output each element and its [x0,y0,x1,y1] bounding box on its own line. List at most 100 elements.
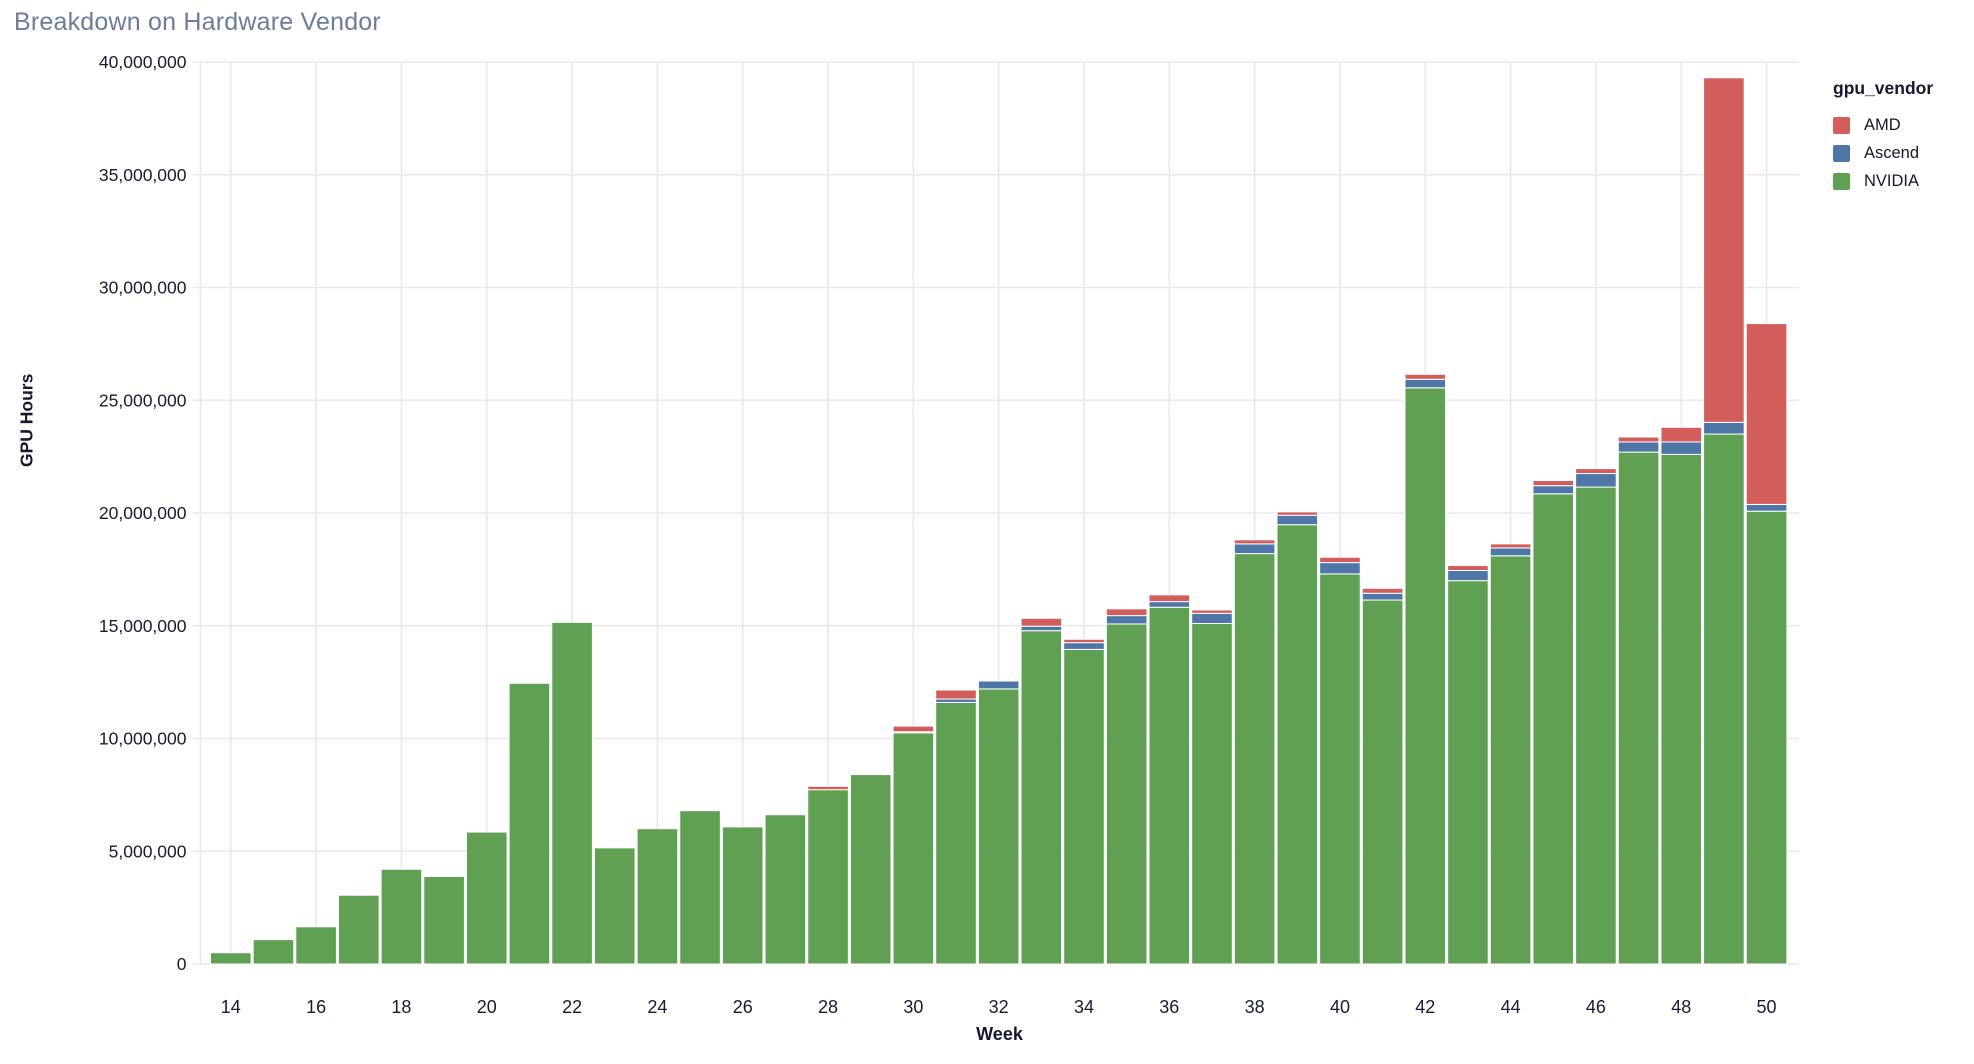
legend-swatch-nvidia [1833,173,1850,190]
x-tick-label: 16 [306,997,326,1017]
x-tick-label: 20 [477,997,497,1017]
bar-segment-ascend-week-37 [1191,612,1233,624]
bar-segment-ascend-week-40 [1319,562,1361,575]
x-tick-label: 44 [1501,997,1521,1017]
bar-segment-ascend-week-46 [1575,473,1617,488]
bar-segment-amd-week-31 [935,689,977,700]
chart-title: Breakdown on Hardware Vendor [14,8,381,36]
legend-item-nvidia[interactable]: NVIDIA [1833,172,1963,191]
bar-segment-nvidia-week-22 [551,621,593,965]
x-tick-label: 22 [562,997,582,1017]
bar-segment-ascend-week-31 [935,698,977,703]
bar-segment-ascend-week-41 [1361,592,1404,601]
y-tick-label: 0 [177,954,187,974]
bar-segment-nvidia-week-16 [295,926,337,965]
x-tick-label: 38 [1245,997,1265,1017]
bar-segment-ascend-week-43 [1447,570,1489,582]
bar-segment-nvidia-week-26 [721,826,764,965]
y-tick-label: 20,000,000 [99,503,187,523]
bar-segment-amd-week-41 [1361,587,1404,594]
legend-swatch-amd [1833,117,1850,134]
bar-segment-amd-week-36 [1148,594,1191,603]
bar-segment-nvidia-week-43 [1447,580,1489,965]
legend-title: gpu_vendor [1833,78,1934,98]
legend: gpu_vendor AMD Ascend NVIDIA [1833,78,1963,200]
bar-segment-nvidia-week-33 [1020,630,1063,965]
bar-segment-nvidia-week-34 [1063,648,1105,965]
bar-segment-nvidia-week-46 [1575,486,1617,965]
bar-segment-nvidia-week-37 [1191,622,1233,965]
bar-segment-amd-week-30 [892,725,935,733]
bar-segment-ascend-week-42 [1404,378,1447,389]
x-tick-label: 14 [221,997,241,1017]
bar-segment-nvidia-week-14 [210,952,252,965]
bar-segment-nvidia-week-18 [380,868,423,965]
bar-segment-nvidia-week-45 [1532,493,1575,965]
bar-segment-ascend-week-49 [1703,421,1745,435]
bar-segment-nvidia-week-32 [977,688,1020,965]
bar-segment-amd-week-43 [1447,565,1489,572]
x-tick-label: 30 [903,997,923,1017]
bar-segment-ascend-week-34 [1063,642,1105,650]
bar-segment-nvidia-week-27 [764,814,807,965]
y-axis-title: GPU Hours [16,373,37,467]
legend-label: AMD [1864,116,1901,134]
x-tick-label: 26 [733,997,753,1017]
y-tick-label: 10,000,000 [99,729,187,749]
bar-segment-amd-week-47 [1617,436,1660,443]
bar-segment-amd-week-46 [1575,468,1617,475]
bar-segment-nvidia-week-36 [1148,606,1191,965]
bar-segment-nvidia-week-35 [1105,623,1148,965]
bar-segment-nvidia-week-21 [508,682,551,965]
bar-segment-nvidia-week-15 [252,939,295,965]
bar-segment-amd-week-37 [1191,609,1233,614]
bar-segment-nvidia-week-50 [1745,510,1788,965]
x-tick-label: 36 [1159,997,1179,1017]
bar-segment-amd-week-35 [1105,608,1148,617]
bar-segment-ascend-week-44 [1489,547,1532,557]
x-axis-title: Week [976,1024,1023,1044]
x-tick-label: 28 [818,997,838,1017]
bar-segment-nvidia-week-24 [636,828,679,965]
bar-segment-nvidia-week-47 [1617,451,1660,965]
bar-segment-ascend-week-36 [1148,601,1191,608]
bar-segment-nvidia-week-30 [892,732,935,965]
bar-segment-amd-week-39 [1276,511,1319,516]
x-tick-label: 48 [1671,997,1691,1017]
bar-segment-ascend-week-50 [1745,503,1788,512]
legend-label: Ascend [1864,144,1920,162]
x-tick-label: 50 [1757,997,1777,1017]
bar-segment-nvidia-week-44 [1489,555,1532,965]
bar-segment-amd-week-38 [1233,539,1276,545]
bar-segment-ascend-week-45 [1532,485,1575,495]
legend-swatch-ascend [1833,145,1850,162]
bar-segment-nvidia-week-20 [465,831,508,965]
bar-segment-ascend-week-32 [977,680,1020,690]
bar-segment-amd-week-40 [1319,556,1361,564]
bar-segment-nvidia-week-31 [935,701,977,965]
y-tick-label: 40,000,000 [99,52,187,72]
bar-segment-ascend-week-48 [1660,441,1703,455]
bar-segment-nvidia-week-23 [593,847,636,965]
y-tick-label: 5,000,000 [109,841,187,861]
x-tick-label: 34 [1074,997,1094,1017]
bar-segment-ascend-week-33 [1020,625,1063,632]
legend-item-amd[interactable]: AMD [1833,116,1963,135]
x-tick-label: 32 [989,997,1009,1017]
bar-segment-amd-week-34 [1063,638,1105,644]
bar-segment-amd-week-45 [1532,480,1575,487]
legend-items: AMD Ascend NVIDIA [1833,116,1963,191]
bar-segment-ascend-week-38 [1233,543,1276,555]
x-tick-label: 42 [1415,997,1435,1017]
bar-segment-nvidia-week-38 [1233,553,1276,965]
bar-segment-amd-week-50 [1745,323,1788,505]
bar-segment-nvidia-week-42 [1404,387,1447,965]
bar-segment-nvidia-week-19 [423,876,465,965]
bar-segment-nvidia-week-29 [849,774,892,965]
legend-item-ascend[interactable]: Ascend [1833,144,1963,163]
bar-segment-nvidia-week-41 [1361,599,1404,965]
x-tick-label: 46 [1586,997,1606,1017]
bar-segment-amd-week-48 [1660,426,1703,443]
